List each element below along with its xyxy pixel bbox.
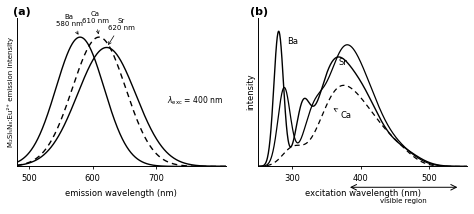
Text: visible region: visible region (380, 198, 427, 204)
X-axis label: emission wavelength (nm): emission wavelength (nm) (65, 189, 177, 198)
Y-axis label: M₂Si₅N₈:Eu²⁺ emission intensity: M₂Si₅N₈:Eu²⁺ emission intensity (7, 37, 14, 147)
Text: $\lambda_{\rm exc}$ = 400 nm: $\lambda_{\rm exc}$ = 400 nm (167, 95, 223, 107)
Text: (a): (a) (12, 7, 30, 17)
Text: Ba: Ba (287, 37, 298, 46)
Y-axis label: intensity: intensity (246, 74, 255, 110)
Text: Ca
610 nm: Ca 610 nm (82, 11, 109, 34)
X-axis label: excitation wavelength (nm): excitation wavelength (nm) (305, 189, 420, 198)
Text: Sr
620 nm: Sr 620 nm (108, 18, 135, 45)
Text: Ba
580 nm: Ba 580 nm (56, 14, 82, 34)
Text: Ca: Ca (334, 109, 351, 120)
Text: Sr: Sr (339, 58, 348, 67)
Text: (b): (b) (250, 7, 268, 17)
